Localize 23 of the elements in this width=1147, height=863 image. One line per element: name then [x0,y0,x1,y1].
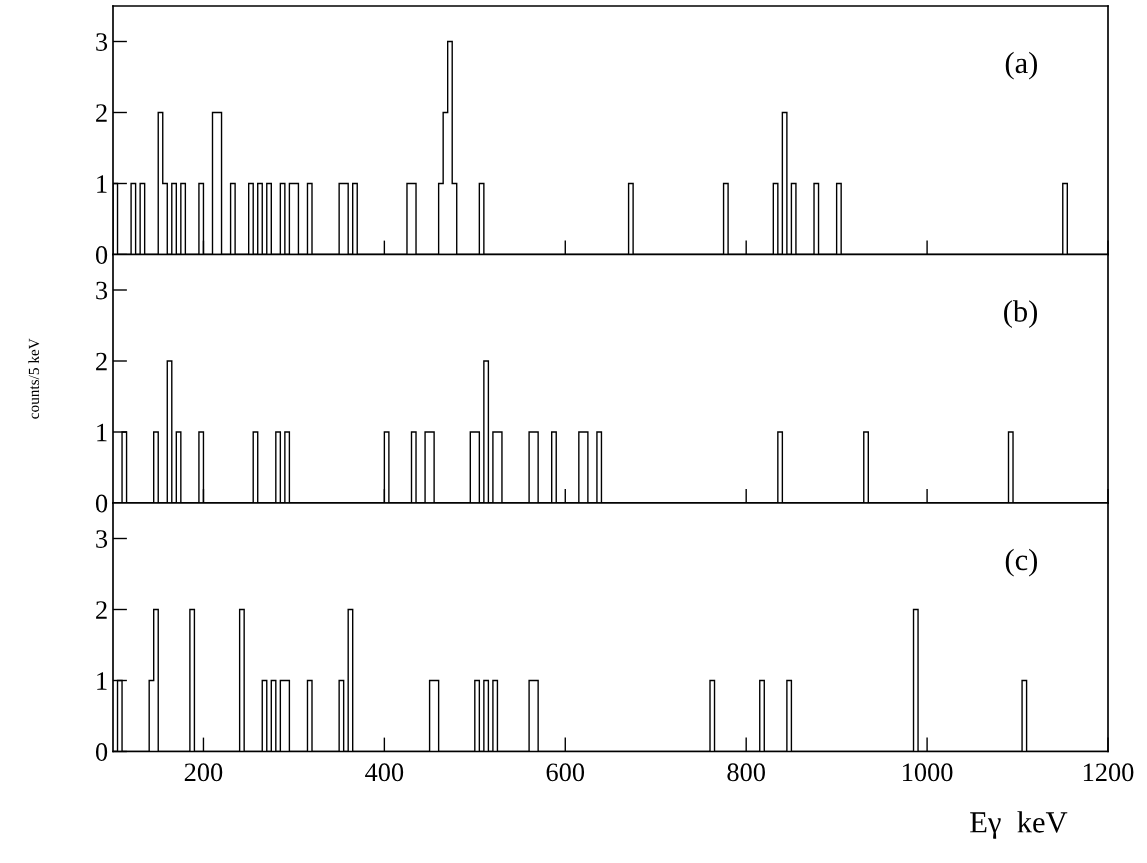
x-axis-title: Eγ keV [970,811,1068,839]
y-tick-label: 2 [96,352,107,371]
x-tick-label: 1200 [1083,763,1134,782]
y-tick-label: 2 [96,601,107,619]
x-tick-label: 1000 [903,763,953,782]
y-tick-label: 0 [95,246,108,264]
y-tick-label: 1 [97,672,107,690]
x-tick-label: 600 [546,763,585,782]
x-tick-label: 800 [727,763,765,782]
annotation: (a) [1005,51,1038,80]
annotation: (b) [1004,300,1038,328]
y-tick-label: 3 [96,33,108,51]
annotation: (c) [1005,548,1038,577]
y-tick-label: 0 [95,494,108,513]
y-tick-label: 2 [96,104,107,122]
x-tick-label: 400 [365,763,404,782]
y-tick-label: 3 [96,530,108,548]
x-tick-label: 200 [184,763,223,782]
y-tick-label: 1 [97,423,107,442]
y-tick-label: 0 [95,743,108,761]
y-tick-label: 1 [97,175,107,193]
y-axis-title: counts/5 keV [28,338,40,419]
y-tick-label: 3 [96,281,108,300]
